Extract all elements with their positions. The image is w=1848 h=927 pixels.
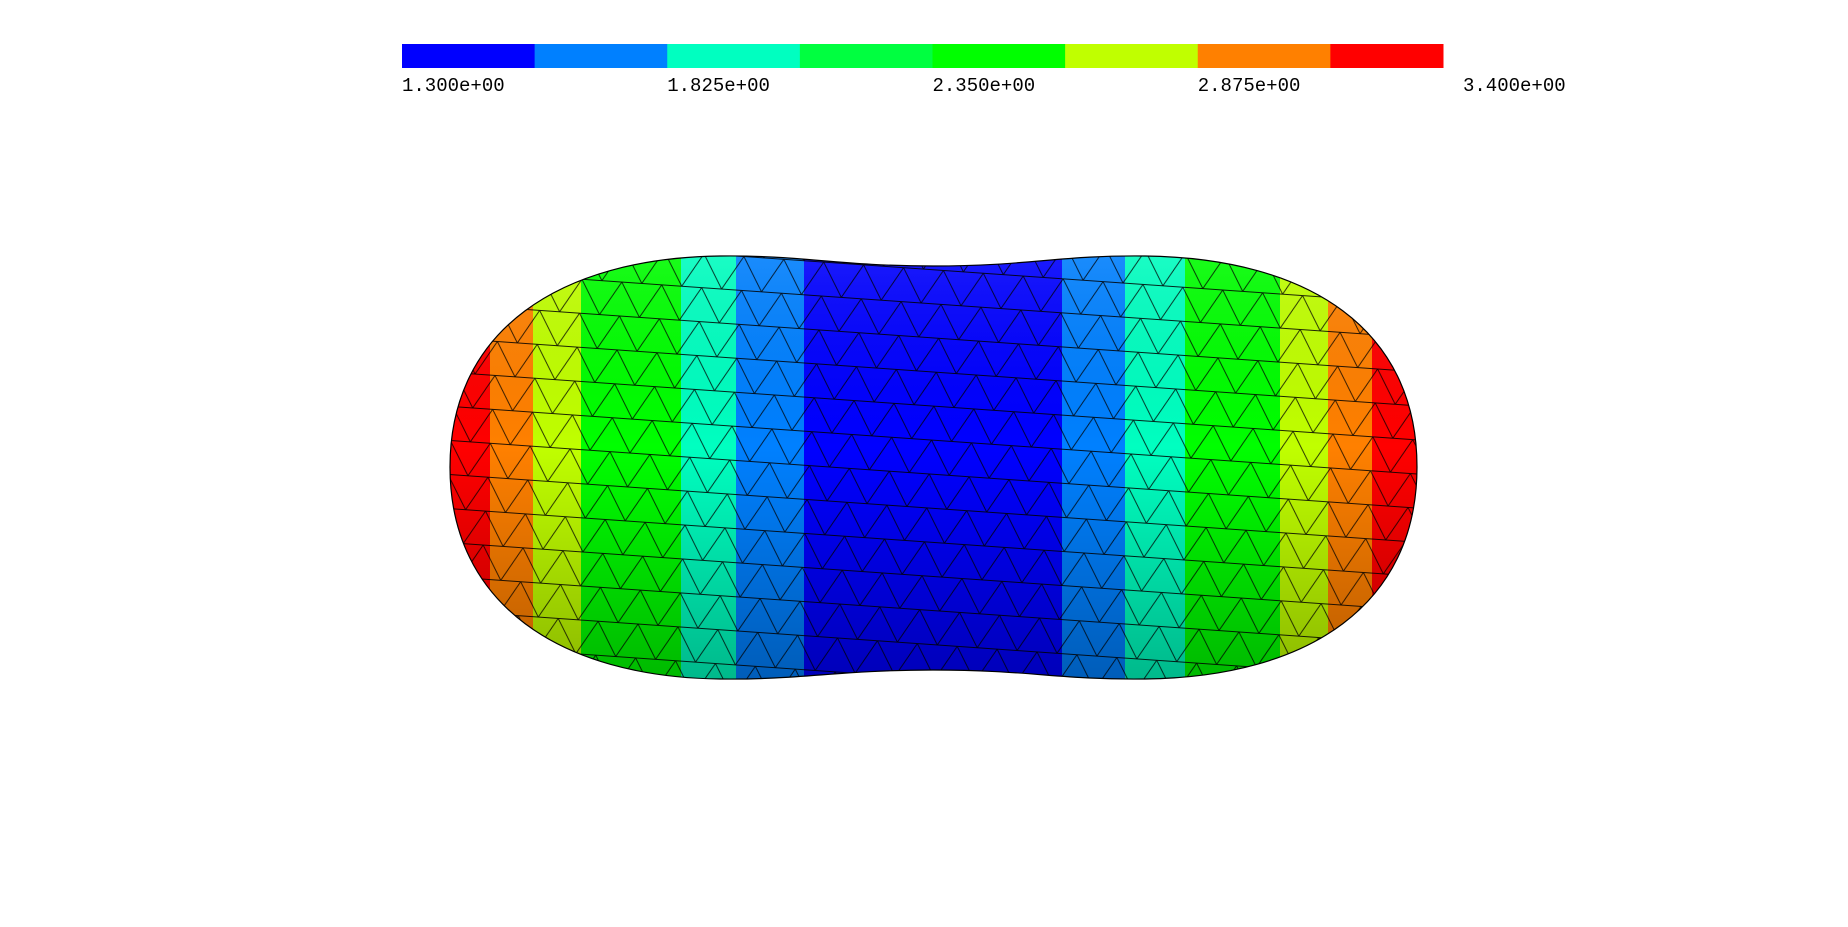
colorbar-tick-label: 1.825e+00	[667, 75, 770, 97]
colorbar-tick-label: 2.350e+00	[933, 75, 1036, 97]
mesh-wireframe	[450, 255, 1417, 680]
colorbar-segment	[1330, 44, 1444, 68]
colorbar-segment	[402, 44, 536, 68]
colorbar: 1.300e+00 1.825e+00 2.350e+00 2.875e+00 3.40…	[402, 44, 1566, 97]
colorbar-segment	[799, 44, 933, 68]
colorbar-segment	[667, 44, 801, 68]
colorbar-tick-label: 1.300e+00	[402, 75, 505, 97]
colorbar-tick-label: 2.875e+00	[1198, 75, 1301, 97]
mesh-body	[450, 255, 1417, 680]
colorbar-segment	[932, 44, 1066, 68]
colorbar-segment	[534, 44, 668, 68]
mesh-outline	[449, 255, 1418, 680]
colorbar-segment	[1065, 44, 1199, 68]
colorbar-segment	[1197, 44, 1331, 68]
colorbar-tick-label: 3.400e+00	[1463, 75, 1566, 97]
